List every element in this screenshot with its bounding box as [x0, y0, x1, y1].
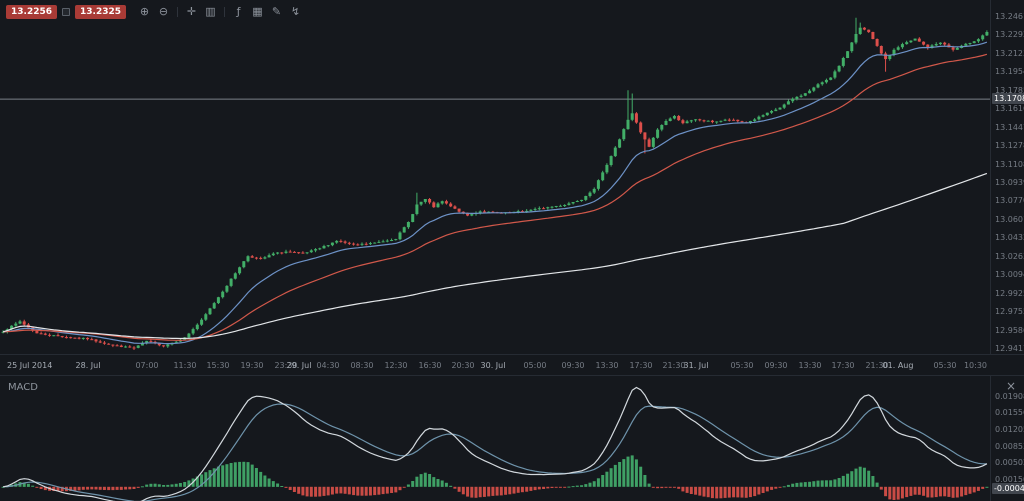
time-axis-label: 20:30 [451, 361, 475, 370]
macd-axis-label: 0.01205 [995, 425, 1024, 434]
quick-trade-icon[interactable]: ↯ [290, 5, 301, 18]
price-axis-label: 13.1278 [995, 141, 1024, 151]
toolbar-separator [224, 7, 225, 17]
price-line-badge: 13.1708 [992, 93, 1024, 105]
time-axis-label: 07:00 [135, 361, 159, 370]
macd-axis-label: 0.00502 [995, 458, 1024, 468]
ask-price-badge[interactable]: 13.2325 [75, 5, 126, 19]
time-axis-label: 09:30 [764, 361, 788, 370]
time-axis-label: 28. Jul [75, 361, 101, 370]
ma-slow-line [2, 172, 988, 340]
price-axis-label: 13.0263 [995, 251, 1024, 261]
macd-histogram-layer [1, 455, 989, 500]
price-axis-label: 13.2123 [995, 48, 1024, 58]
time-axis-label: 23:30 [274, 361, 298, 370]
crosshair-icon[interactable]: ✛ [186, 5, 197, 18]
time-axis-label: 16:30 [418, 361, 442, 370]
time-axis-label: 13:30 [798, 361, 822, 370]
macd-axis[interactable]: 0.01908 0.01556 0.01205 0.00853 0.00502 0.001… [990, 376, 1024, 501]
time-axis-label: 05:30 [730, 361, 754, 370]
macd-close-button[interactable]: × [1005, 379, 1017, 393]
time-axis-label: 05:30 [933, 361, 957, 370]
time-axis-label: 30. Jul [480, 361, 506, 370]
macd-axis-label: 0.01556 [995, 408, 1024, 418]
time-axis-label: 25 Jul 2014 [7, 361, 53, 370]
zoom-in-icon[interactable]: ⊕ [139, 5, 150, 18]
chart-type-icon[interactable]: ▥ [205, 5, 216, 18]
toolbar-icon-group: ⊕ ⊖ ✛ ▥ ƒ ▦ ✎ ↯ [137, 5, 303, 19]
time-axis-label: 01. Aug [882, 361, 914, 370]
time-axis-label: 21:30 [662, 361, 686, 370]
time-axis-label: 21:30 [865, 361, 889, 370]
bid-price-badge[interactable]: 13.2256 [6, 5, 57, 19]
zoom-out-icon[interactable]: ⊖ [158, 5, 169, 18]
macd-main-line [2, 386, 988, 501]
price-axis-label: 13.2292 [995, 30, 1024, 40]
price-axis-label: 13.0432 [995, 233, 1024, 243]
ma-fast-line [3, 41, 988, 345]
price-axis-label: 13.0770 [995, 196, 1024, 206]
price-axis-label: 13.1616 [995, 104, 1024, 114]
price-axis-label: 13.1954 [995, 67, 1024, 77]
toolbar-separator [177, 7, 178, 17]
macd-axis-label: 0.00150 [995, 474, 1024, 484]
indicators-icon[interactable]: ƒ [236, 5, 241, 18]
price-axis-label: 13.1785 [995, 85, 1024, 95]
candles-layer [1, 17, 989, 350]
macd-label: MACD [8, 382, 38, 393]
macd-indicator-area[interactable] [0, 376, 990, 501]
time-axis[interactable]: 25 Jul 2014 28. Jul 07:00 11:30 15:30 19:30 23… [0, 354, 1024, 376]
time-axis-label: 17:30 [629, 361, 653, 370]
spread-indicator [62, 8, 70, 16]
price-axis-label: 12.9586 [995, 325, 1024, 335]
ma-medium-line [3, 53, 988, 341]
chart-toolbar: 13.2256 13.2325 ⊕ ⊖ ✛ ▥ ƒ ▦ ✎ ↯ [6, 5, 303, 19]
grid-settings-icon[interactable]: ▦ [252, 5, 263, 18]
time-axis-label: 31. Jul [683, 361, 709, 370]
price-chart-area[interactable] [0, 0, 990, 354]
time-axis-label: 08:30 [350, 361, 374, 370]
price-axis-label: 13.0094 [995, 270, 1024, 280]
time-axis-label: 19:30 [240, 361, 264, 370]
price-chart-canvas[interactable] [0, 0, 990, 354]
time-axis-label: 09:30 [561, 361, 585, 370]
time-axis-label: 29. Jul [286, 361, 312, 370]
price-axis-label: 12.9925 [995, 288, 1024, 298]
macd-axis-label: 0.01908 [995, 391, 1024, 401]
price-axis-label: 13.1447 [995, 122, 1024, 132]
macd-axis-label: 0.00853 [995, 441, 1024, 451]
time-axis-label: 04:30 [316, 361, 340, 370]
time-axis-label: 11:30 [173, 361, 197, 370]
macd-lines-layer [2, 386, 988, 501]
price-axis-label: 12.9417 [995, 343, 1024, 353]
moving-averages-layer [2, 41, 988, 345]
time-axis-label: 05:00 [523, 361, 547, 370]
macd-signal-line [3, 403, 987, 501]
price-axis-label: 13.1108 [995, 159, 1024, 169]
price-axis-label: 13.0939 [995, 177, 1024, 187]
time-axis-label: 17:30 [831, 361, 855, 370]
macd-canvas[interactable] [0, 376, 990, 501]
time-axis-label: 15:30 [206, 361, 230, 370]
annotations-icon[interactable]: ✎ [271, 5, 282, 18]
macd-value-badge: -0.00049 [992, 483, 1024, 495]
price-axis-label: 12.9755 [995, 307, 1024, 317]
time-axis-label: 13:30 [595, 361, 619, 370]
time-axis-label: 12:30 [384, 361, 408, 370]
time-axis-label: 10:30 [963, 361, 987, 370]
